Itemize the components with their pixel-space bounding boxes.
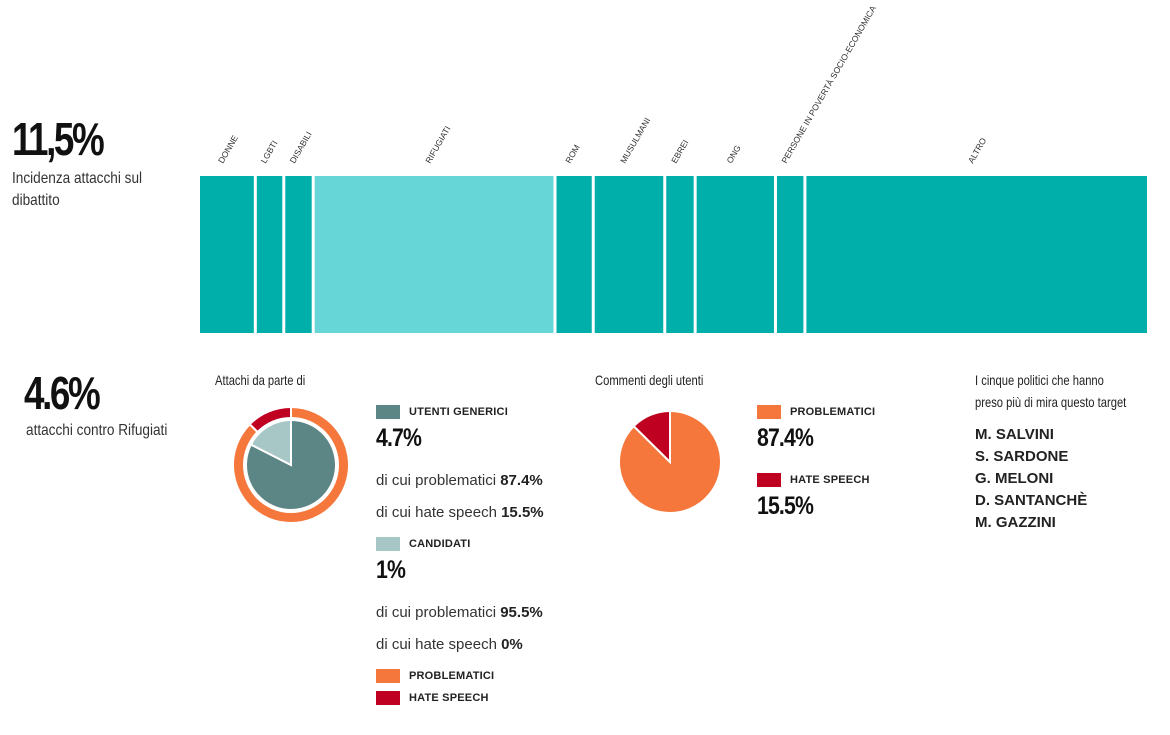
politician-name: G. MELONI: [975, 470, 1054, 487]
category-label: ONG: [724, 143, 742, 165]
legend-problematici: PROBLEMATICI: [376, 669, 494, 683]
politician-name: M. SALVINI: [975, 426, 1054, 443]
politician-name: D. SANTANCHÈ: [975, 492, 1088, 509]
category-label: RIFUGIATI: [423, 124, 452, 165]
category-bar: [594, 176, 664, 333]
inner-pie-slice: [249, 418, 292, 467]
utenti-value: 4.7%: [376, 424, 422, 452]
target-label: attacchi contro Rifugiati: [26, 422, 168, 439]
category-label: DISABILI: [288, 130, 314, 165]
category-bar: [806, 176, 1147, 333]
comments-hate-value: 15.5%: [757, 492, 814, 520]
red-swatch: [757, 473, 781, 487]
category-bar: [696, 176, 774, 333]
category-bar: [776, 176, 804, 333]
target-value: 4.6%: [24, 367, 101, 419]
comments-legend-hate: HATE SPEECH: [757, 473, 870, 487]
category-bar: [256, 176, 283, 333]
comments-title: Commenti degli utenti: [595, 372, 704, 388]
category-strip-chart: DONNE LGBTI DISABILI RIFUGIATI ROM MUSULMANI E…: [200, 4, 1147, 333]
inner-pie-slice: [245, 418, 337, 511]
attacks-donut-chart: [232, 405, 350, 524]
candidati-value: 1%: [376, 556, 406, 584]
category-label: PERSONE IN POVERTÀ SOCIO-ECONOMICA: [779, 4, 878, 165]
politician-name: M. GAZZINI: [975, 514, 1056, 531]
legend-utenti-generici: UTENTI GENERICI: [376, 405, 508, 419]
comments-pie-chart: [618, 409, 722, 514]
orange-swatch: [376, 669, 400, 683]
comments-problematici-value: 87.4%: [757, 424, 814, 452]
incidence-label: Incidenza attacchi sul dibattito: [12, 170, 143, 209]
utenti-hate-row: di cui hate speech 15.5%: [376, 504, 544, 521]
legend-label: PROBLEMATICI: [790, 406, 876, 418]
category-bar: [285, 176, 312, 333]
slate-swatch: [376, 405, 400, 419]
legend-label: PROBLEMATICI: [409, 670, 495, 682]
politicians-title-line1: I cinque politici che hanno: [975, 372, 1104, 388]
candidati-problematici-row: di cui problematici 95.5%: [376, 604, 543, 621]
politicians-list: M. SALVINI S. SARDONE G. MELONI D. SANTA…: [975, 424, 1087, 534]
attacks-title: Attachi da parte di: [215, 372, 306, 388]
legend-hate-speech: HATE SPEECH: [376, 691, 489, 705]
comments-pie-slice: [618, 409, 722, 514]
category-label: DONNE: [216, 133, 240, 165]
utenti-problematici-row: di cui problematici 87.4%: [376, 472, 543, 489]
category-label: ALTRO: [966, 136, 989, 165]
category-label: EBREI: [669, 138, 690, 165]
category-bar: [556, 176, 592, 333]
politician-name: S. SARDONE: [975, 448, 1069, 465]
category-label: LGBTI: [259, 139, 280, 165]
category-bar: [314, 176, 554, 333]
red-swatch: [376, 691, 400, 705]
candidati-hate-row: di cui hate speech 0%: [376, 636, 523, 653]
legend-label: UTENTI GENERICI: [409, 406, 508, 418]
politicians-title-line2: preso più di mira questo target: [975, 394, 1127, 410]
category-bar: [200, 176, 254, 333]
light-slate-swatch: [376, 537, 400, 551]
legend-label: CANDIDATI: [409, 538, 471, 550]
legend-label: HATE SPEECH: [790, 474, 870, 486]
category-label: ROM: [563, 143, 582, 165]
orange-swatch: [757, 405, 781, 419]
legend-candidati: CANDIDATI: [376, 537, 470, 551]
category-bar: [666, 176, 694, 333]
incidence-value: 11,5%: [12, 113, 105, 165]
legend-label: HATE SPEECH: [409, 692, 489, 704]
category-label: MUSULMANI: [618, 116, 652, 165]
comments-legend-problematici: PROBLEMATICI: [757, 405, 875, 419]
comments-pie-slice: [632, 409, 671, 465]
